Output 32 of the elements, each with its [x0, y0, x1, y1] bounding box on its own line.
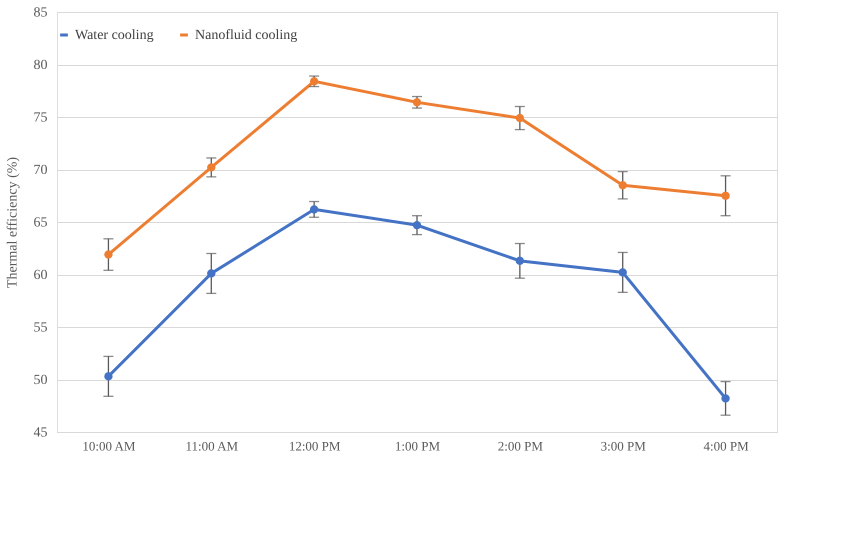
- x-tick-label: 10:00 AM: [82, 438, 136, 454]
- y-tick-label: 55: [34, 320, 48, 336]
- y-tick-label: 50: [34, 373, 48, 388]
- y-tick-label: 65: [34, 216, 48, 230]
- y-tick-label: 45: [34, 426, 48, 440]
- x-tick-label: 3:00 PM: [600, 438, 646, 454]
- point: [310, 205, 318, 214]
- point: [104, 372, 113, 381]
- y-tick-label: 80: [34, 58, 48, 73]
- x-tick-label: 2:00 PM: [498, 438, 544, 454]
- point: [412, 98, 422, 106]
- y-tick-label: 75: [34, 110, 48, 126]
- point: [721, 394, 730, 403]
- point: [104, 250, 113, 259]
- y-tick-label: 60: [34, 268, 48, 283]
- y-axis-title: Thermal efficiency (%): [6, 156, 20, 288]
- point: [618, 181, 627, 190]
- x-tick-label: 11:00 AM: [185, 438, 239, 454]
- point: [207, 163, 216, 172]
- y-tick-label: 70: [34, 163, 48, 178]
- legend-label: Water cooling: [75, 28, 154, 43]
- point: [618, 268, 627, 277]
- point: [516, 256, 524, 266]
- y-tick-label: 85: [34, 6, 48, 20]
- point: [207, 269, 216, 278]
- point: [721, 192, 730, 200]
- legend-label: Nanofluid cooling: [195, 28, 298, 43]
- point: [412, 220, 422, 230]
- point: [516, 114, 524, 122]
- x-tick-label: 12:00 PM: [288, 438, 341, 454]
- x-tick-label: 4:00 PM: [703, 438, 750, 454]
- x-tick-label: 1:00 PM: [394, 438, 441, 454]
